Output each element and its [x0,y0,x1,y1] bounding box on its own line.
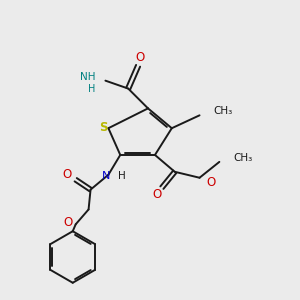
Text: O: O [62,168,71,181]
Text: NH: NH [80,72,95,82]
Text: CH₃: CH₃ [213,106,233,116]
Text: O: O [63,216,72,229]
Text: S: S [99,121,108,134]
Text: O: O [136,51,145,64]
Text: CH₃: CH₃ [233,153,253,163]
Text: O: O [207,176,216,189]
Text: H: H [88,84,95,94]
Text: H: H [118,171,126,181]
Text: N: N [102,171,111,181]
Text: O: O [152,188,162,201]
